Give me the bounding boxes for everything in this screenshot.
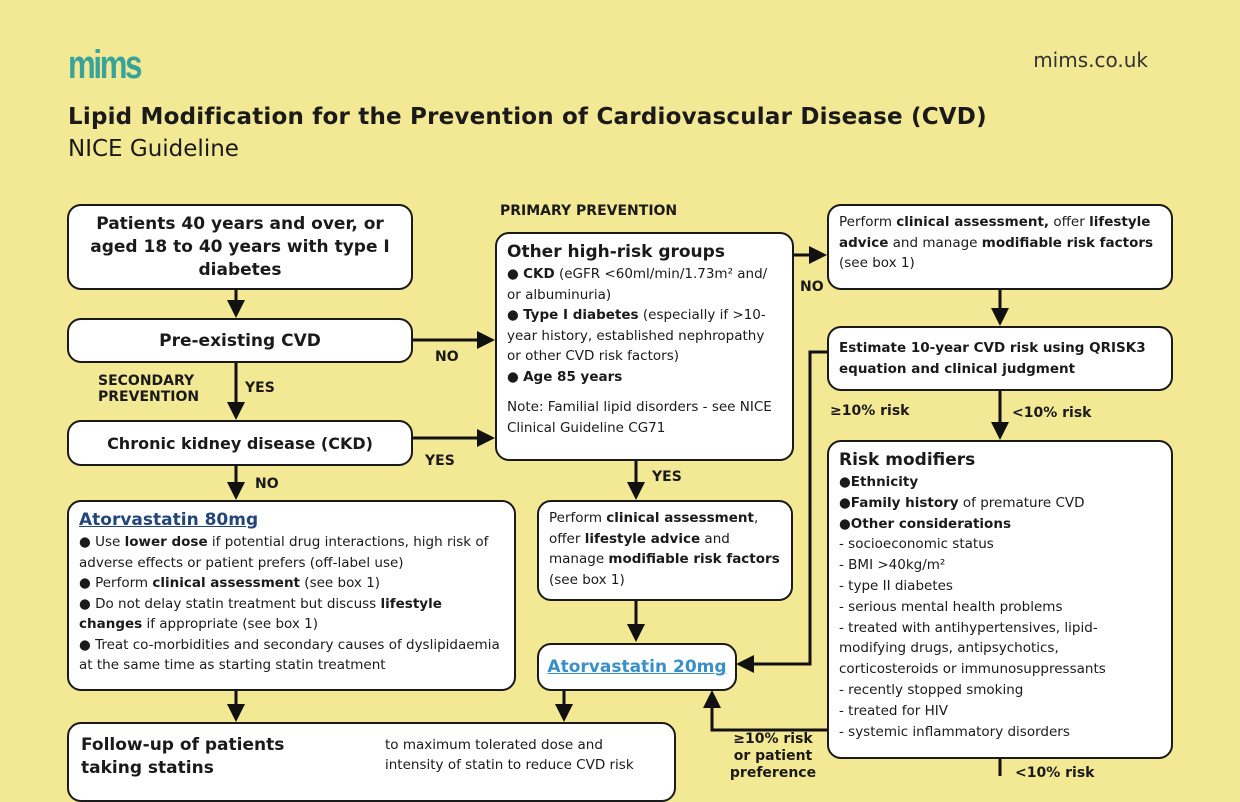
item: - socioeconomic status <box>839 536 994 553</box>
page-subtitle: NICE Guideline <box>68 136 239 162</box>
follow-up-text: to maximum tolerated dose and intensity … <box>385 737 634 773</box>
label-yes: YES <box>245 380 275 396</box>
bullet: ● Perform clinical assessment (see box 1… <box>79 575 381 591</box>
item: - BMI >40kg/m² <box>839 557 946 574</box>
label-ge10-risk: ≥10% risk <box>830 403 910 419</box>
clinical-assessment-box-2: Perform clinical assessment, offer lifes… <box>537 500 793 601</box>
ckd-box: Chronic kidney disease (CKD) <box>67 420 413 466</box>
item: - treated with antihypertensives, lipid-… <box>839 619 1106 678</box>
item: - recently stopped smoking <box>839 681 1024 698</box>
bullet: ● Do not delay statin treatment but disc… <box>79 595 442 633</box>
label-yes: YES <box>425 453 455 469</box>
site-url[interactable]: mims.co.uk <box>1033 48 1148 72</box>
item: - serious mental health problems <box>839 598 1063 615</box>
label-line: PREVENTION <box>98 389 200 405</box>
secondary-prevention-label: SECONDARY PREVENTION <box>98 373 199 405</box>
primary-prevention-label: PRIMARY PREVENTION <box>500 203 678 219</box>
bullet: ●Other considerations <box>839 515 1011 532</box>
estimate-risk-box: Estimate 10-year CVD risk using QRISK3 e… <box>827 326 1173 391</box>
bullet: ● Use lower dose if potential drug inter… <box>79 534 489 571</box>
bullet: ● Treat co-morbidities and secondary cau… <box>79 636 500 674</box>
note: Note: Familial lipid disorders - see NIC… <box>507 399 772 436</box>
item: - treated for HIV <box>839 702 948 719</box>
label-line: or patient <box>733 748 813 764</box>
item: - type II diabetes <box>839 577 953 594</box>
label-line: ≥10% risk <box>733 731 813 747</box>
label-lt10-risk: <10% risk <box>1012 405 1092 421</box>
preexisting-cvd-box: Pre-existing CVD <box>67 318 413 363</box>
atorvastatin-80-link[interactable]: Atorvastatin 80mg <box>79 510 259 530</box>
clinical-assessment-box: Perform clinical assessment, offer lifes… <box>827 204 1173 290</box>
label-ge10-or-preference: ≥10% risk or patient preference <box>728 731 818 782</box>
high-risk-groups-box: Other high-risk groups ● CKD (eGFR <60ml… <box>495 232 794 461</box>
bullet: ● Age 85 years <box>507 368 623 385</box>
box-heading: Risk modifiers <box>839 450 976 470</box>
atorvastatin-20-link[interactable]: Atorvastatin 20mg <box>547 657 727 677</box>
label-line: SECONDARY <box>98 373 195 389</box>
bullet: ●Family history of premature CVD <box>839 494 1085 511</box>
patients-box: Patients 40 years and over, or aged 18 t… <box>67 204 413 290</box>
label-no: NO <box>800 279 824 295</box>
bullet: ● CKD (eGFR <60ml/min/1.73m² and/ or alb… <box>507 266 768 303</box>
label-line: preference <box>729 765 817 781</box>
item: - systemic inflammatory disorders <box>839 723 1070 740</box>
follow-up-box: Follow-up of patients taking statins to … <box>67 722 676 802</box>
page-title: Lipid Modification for the Prevention of… <box>68 104 987 130</box>
connector-lines <box>227 246 1009 776</box>
box-heading: Follow-up of patients taking statins <box>81 735 285 778</box>
bullet: ●Ethnicity <box>839 474 919 490</box>
atorvastatin-80-box: Atorvastatin 80mg ● Use lower dose if po… <box>67 500 516 691</box>
box-heading: Other high-risk groups <box>507 242 725 262</box>
label-no: NO <box>435 349 459 365</box>
risk-modifiers-box: Risk modifiers ●Ethnicity ●Family histor… <box>827 440 1173 759</box>
label-lt10-risk: <10% risk <box>1015 765 1095 781</box>
bullet: ● Type I diabetes (especially if >10-yea… <box>507 307 766 364</box>
label-yes: YES <box>652 469 682 485</box>
mims-logo: mims <box>68 43 142 87</box>
atorvastatin-20-box: Atorvastatin 20mg <box>537 643 737 691</box>
label-no: NO <box>255 476 279 492</box>
